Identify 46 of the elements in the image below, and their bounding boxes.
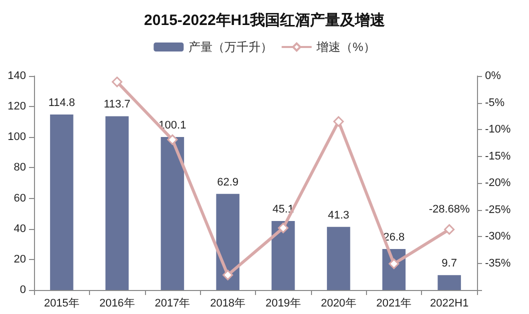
y2-tick-label: -20% [485,177,511,189]
x-tick-label: 2016年 [99,298,135,310]
y2-tick-label: -15% [485,150,511,162]
bar [216,194,240,290]
x-tick-label: 2019年 [265,298,301,310]
x-tick-label: 2017年 [154,298,190,310]
y2-tick-label: 0% [485,70,502,82]
data-label: 9.7 [442,258,457,270]
point [112,76,122,88]
y-tick-label: 20 [14,253,26,266]
chart-title: 2015-2022年H1我国红酒产量及增速 [144,12,386,29]
y-tick-label: 120 [8,100,26,113]
y2-tick-label: -5% [485,96,505,109]
x-tick-label: 2015年 [44,298,80,310]
y-tick-label: 0 [20,284,26,296]
y2-tick-label: -35% [485,257,511,270]
data-label: 114.8 [48,97,76,110]
legend-label: 产量（万千升） [188,40,273,54]
y2-tick-label: -25% [485,204,511,216]
x-tick-label: 2022H1 [430,298,469,310]
point [333,116,344,127]
data-label: -28.68% [428,204,470,216]
data-label: 62.9 [217,176,239,188]
x-tick-label: 2020年 [320,298,356,310]
bar [326,226,350,290]
data-label: 41.3 [328,209,350,222]
x-tick-label: 2021年 [376,298,412,310]
legend-label: 增速（%） [316,40,376,54]
data-label: 113.7 [104,98,130,111]
bar [105,116,129,290]
bar [438,275,461,290]
point [278,222,288,234]
y-tick-label: 40 [14,222,26,235]
point [444,224,455,235]
y2-tick-label: -10% [485,124,511,136]
y-tick-label: 60 [14,192,26,204]
bar [272,221,295,290]
bar [160,136,184,290]
x-tick-label: 2018年 [210,298,246,310]
bar [50,114,74,290]
point [167,134,178,145]
y-tick-label: 100 [8,131,26,144]
point [222,270,234,280]
y-tick-label: 140 [8,70,26,82]
y-tick-label: 80 [14,162,26,174]
y2-tick-label: -30% [485,230,511,242]
